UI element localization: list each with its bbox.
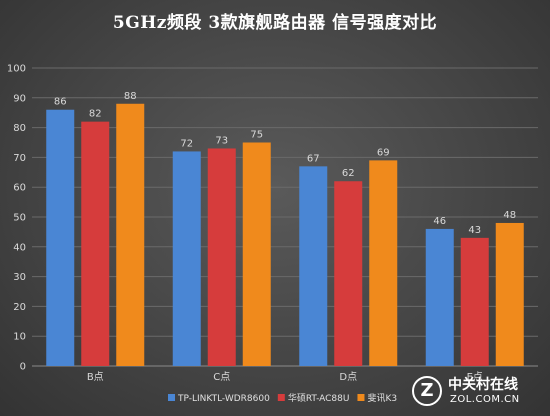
zol-watermark: Z 中关村在线 ZOL.COM.CN — [412, 374, 542, 410]
legend-swatch — [277, 394, 285, 401]
data-label: 72 — [180, 138, 193, 149]
legend-swatch — [168, 394, 175, 401]
legend-label: 斐讯K3 — [367, 392, 397, 404]
y-tick-label: 0 — [20, 362, 26, 373]
bar — [495, 222, 524, 366]
bar — [299, 166, 328, 366]
data-label: 82 — [89, 109, 102, 120]
legend: TP-LINKTL-WDR8600 华硕RT-AC88U 斐讯K3 — [168, 392, 397, 404]
y-tick-label: 100 — [7, 64, 26, 75]
data-label: 75 — [250, 130, 263, 141]
bar — [369, 160, 398, 366]
legend-swatch — [357, 394, 365, 401]
y-tick-label: 40 — [13, 242, 26, 253]
bar — [116, 103, 145, 366]
x-category-label: C点 — [213, 371, 230, 383]
data-label: 48 — [503, 210, 516, 221]
bar — [334, 181, 363, 366]
y-tick-label: 90 — [13, 93, 26, 104]
data-label: 86 — [54, 97, 67, 108]
x-category-label: E点 — [467, 371, 483, 383]
data-label: 46 — [433, 216, 446, 227]
chart-title: 5GHz频段 3款旗舰路由器 信号强度对比 — [112, 13, 438, 33]
legend-label: TP-LINKTL-WDR8600 — [177, 394, 270, 404]
data-label: 62 — [342, 168, 355, 179]
bar — [46, 109, 75, 366]
data-label: 67 — [307, 153, 320, 164]
bars: 86 82 88 72 73 75 67 62 69 46 43 48 — [46, 91, 524, 366]
legend-label: 华硕RT-AC88U — [288, 392, 350, 404]
watermark-url: ZOL.COM.CN — [450, 394, 520, 405]
x-category-label: B点 — [87, 371, 104, 383]
x-axis: B点 C点 D点 E点 — [87, 371, 483, 383]
bar — [425, 228, 454, 366]
bar — [242, 142, 271, 366]
watermark-name: 中关村在线 — [448, 377, 518, 393]
x-category-label: D点 — [339, 371, 357, 383]
bar — [172, 151, 201, 366]
data-label: 88 — [124, 91, 137, 102]
zol-logo-icon: Z — [412, 376, 442, 406]
y-tick-label: 50 — [13, 213, 26, 224]
bar — [207, 148, 236, 366]
bar — [460, 237, 489, 366]
y-tick-label: 80 — [13, 123, 26, 134]
y-tick-label: 10 — [13, 332, 26, 343]
data-label: 69 — [377, 147, 390, 158]
y-axis: 0 10 20 30 40 50 60 70 80 90 100 — [7, 64, 26, 373]
bar — [81, 121, 110, 366]
data-label: 43 — [468, 225, 481, 236]
y-tick-label: 20 — [13, 302, 26, 313]
y-tick-label: 30 — [13, 272, 26, 283]
y-tick-label: 60 — [13, 183, 26, 194]
data-label: 73 — [215, 135, 228, 146]
y-tick-label: 70 — [13, 153, 26, 164]
